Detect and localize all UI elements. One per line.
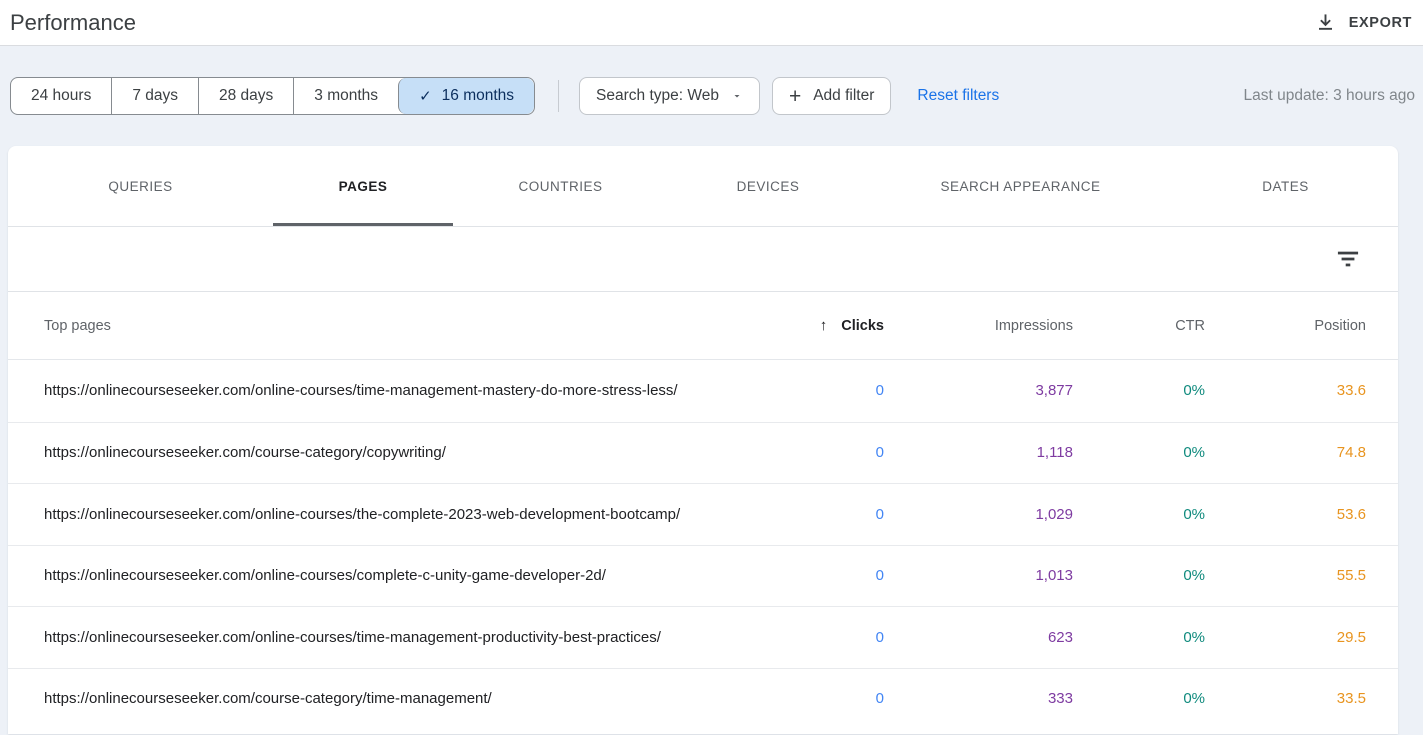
date-range-label: 7 days	[132, 87, 178, 104]
table-row[interactable]: https://onlinecourseseeker.com/course-ca…	[8, 421, 1398, 484]
sort-ascending-icon: ↑	[819, 317, 828, 334]
table-body: https://onlinecourseseeker.com/online-co…	[8, 360, 1398, 729]
table-row[interactable]: https://onlinecourseseeker.com/online-co…	[8, 483, 1398, 545]
table-row[interactable]: https://onlinecourseseeker.com/online-co…	[8, 544, 1398, 607]
ctr-value: 0%	[1183, 628, 1205, 646]
column-header-position[interactable]: Position	[1314, 317, 1366, 334]
position-value: 33.6	[1336, 382, 1366, 400]
page-url: https://onlinecourseseeker.com/online-co…	[44, 382, 678, 400]
ctr-value: 0%	[1183, 567, 1205, 585]
tab-label: SEARCH APPEARANCE	[940, 178, 1101, 194]
plus-icon: +	[788, 84, 802, 108]
add-filter-label: Add filter	[813, 87, 875, 104]
ctr-value: 0%	[1183, 444, 1205, 462]
date-range-group: ✓ 24 hours ✓ 7 days ✓ 28 days ✓ 3 months…	[10, 77, 536, 115]
position-value: 74.8	[1336, 444, 1366, 462]
page-url: https://onlinecourseseeker.com/course-ca…	[44, 690, 492, 708]
column-header-ctr[interactable]: CTR	[1175, 317, 1205, 334]
position-value: 29.5	[1336, 628, 1366, 646]
page-url: https://onlinecourseseeker.com/course-ca…	[44, 444, 446, 462]
filter-list-icon	[1337, 250, 1359, 268]
date-range-chip[interactable]: ✓ 16 months	[398, 78, 535, 114]
add-filter-button[interactable]: + Add filter	[771, 77, 892, 115]
divider	[558, 80, 560, 112]
date-range-label: 3 months	[314, 87, 379, 104]
check-icon: ✓	[419, 88, 432, 105]
ctr-value: 0%	[1183, 690, 1205, 708]
filter-bar: ✓ 24 hours ✓ 7 days ✓ 28 days ✓ 3 months…	[0, 46, 1423, 146]
download-icon	[1316, 13, 1335, 32]
search-type-dropdown[interactable]: Search type: Web	[579, 77, 760, 115]
table-toolbar	[8, 227, 1398, 292]
position-value: 53.6	[1336, 505, 1366, 523]
impressions-value: 1,029	[1035, 505, 1073, 523]
page-url: https://onlinecourseseeker.com/online-co…	[44, 505, 681, 523]
export-button[interactable]: EXPORT	[1316, 13, 1412, 32]
page-title: Performance	[10, 9, 136, 35]
date-range-label: 16 months	[441, 87, 515, 104]
position-value: 33.5	[1336, 690, 1366, 708]
impressions-value: 1,118	[1036, 444, 1073, 462]
report-tabs: QUERIES PAGES COUNTRIES DEVICES SEARCH A…	[8, 146, 1398, 227]
report-tab[interactable]: COUNTRIES	[453, 146, 668, 226]
ctr-value: 0%	[1183, 382, 1205, 400]
performance-card: QUERIES PAGES COUNTRIES DEVICES SEARCH A…	[8, 146, 1398, 734]
clicks-value: 0	[875, 444, 884, 462]
report-tab[interactable]: DEVICES	[668, 146, 868, 226]
page-url: https://onlinecourseseeker.com/online-co…	[44, 628, 661, 646]
last-update-text: Last update: 3 hours ago	[1243, 87, 1416, 104]
tab-label: DATES	[1262, 178, 1309, 194]
date-range-chip[interactable]: ✓ 7 days	[111, 78, 198, 114]
report-tab[interactable]: DATES	[1173, 146, 1398, 226]
table-row[interactable]: https://onlinecourseseeker.com/online-co…	[8, 606, 1398, 668]
table-row[interactable]: https://onlinecourseseeker.com/course-ca…	[8, 667, 1398, 730]
report-tab[interactable]: QUERIES	[8, 146, 273, 226]
impressions-value: 623	[1047, 628, 1073, 646]
column-header-top-pages[interactable]: Top pages	[44, 317, 111, 334]
column-header-clicks[interactable]: ↑ Clicks	[819, 317, 884, 334]
chevron-down-icon	[731, 90, 743, 102]
clicks-value: 0	[875, 567, 884, 585]
clicks-value: 0	[875, 505, 884, 523]
filter-table-button[interactable]	[1331, 244, 1365, 274]
date-range-chip[interactable]: ✓ 28 days	[198, 78, 293, 114]
date-range-chip[interactable]: ✓ 24 hours	[11, 78, 111, 114]
position-value: 55.5	[1336, 567, 1366, 585]
impressions-value: 1,013	[1035, 567, 1073, 585]
report-tab[interactable]: SEARCH APPEARANCE	[868, 146, 1173, 226]
impressions-value: 3,877	[1035, 382, 1073, 400]
clicks-value: 0	[875, 690, 884, 708]
date-range-chip[interactable]: ✓ 3 months	[293, 78, 398, 114]
tab-label: QUERIES	[108, 178, 173, 194]
tab-label: DEVICES	[736, 178, 800, 194]
table-row[interactable]: https://onlinecourseseeker.com/online-co…	[8, 360, 1398, 422]
table-header-row: Top pages ↑ Clicks Impressions CTR Positi…	[8, 292, 1398, 360]
export-label: EXPORT	[1348, 14, 1412, 31]
impressions-value: 333	[1047, 690, 1073, 708]
search-type-label: Search type: Web	[596, 87, 719, 104]
tab-label: COUNTRIES	[518, 178, 603, 194]
column-header-impressions[interactable]: Impressions	[994, 317, 1073, 334]
report-tab[interactable]: PAGES	[273, 146, 453, 226]
page-header: Performance EXPORT	[0, 0, 1423, 46]
reset-filters-link[interactable]: Reset filters	[917, 87, 1000, 104]
ctr-value: 0%	[1183, 505, 1205, 523]
date-range-label: 24 hours	[31, 87, 92, 104]
page-url: https://onlinecourseseeker.com/online-co…	[44, 567, 606, 585]
clicks-value: 0	[875, 382, 884, 400]
clicks-value: 0	[875, 628, 884, 646]
tab-label: PAGES	[338, 178, 388, 194]
date-range-label: 28 days	[219, 87, 274, 104]
